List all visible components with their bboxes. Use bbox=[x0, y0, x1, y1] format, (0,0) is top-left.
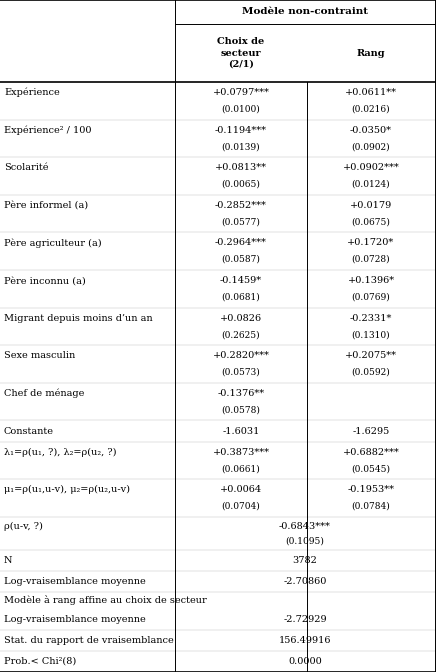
Text: Migrant depuis moins d’un an: Migrant depuis moins d’un an bbox=[4, 314, 152, 323]
Text: (0.0681): (0.0681) bbox=[222, 292, 260, 302]
Text: Père agriculteur (a): Père agriculteur (a) bbox=[4, 238, 102, 248]
Text: -0.2331*: -0.2331* bbox=[350, 314, 392, 323]
Text: (0.0675): (0.0675) bbox=[352, 218, 390, 226]
Text: (0.0139): (0.0139) bbox=[222, 142, 260, 151]
Text: (0.0769): (0.0769) bbox=[352, 292, 390, 302]
Text: (0.0902): (0.0902) bbox=[352, 142, 390, 151]
Text: Prob.< Chi²(8): Prob.< Chi²(8) bbox=[4, 657, 76, 666]
Text: +0.0826: +0.0826 bbox=[220, 314, 262, 323]
Text: Constante: Constante bbox=[4, 427, 54, 435]
Text: λ₁=ρ(u₁, ?), λ₂=ρ(u₂, ?): λ₁=ρ(u₁, ?), λ₂=ρ(u₂, ?) bbox=[4, 448, 117, 457]
Text: -1.6295: -1.6295 bbox=[353, 427, 390, 435]
Text: (0.0216): (0.0216) bbox=[352, 105, 390, 114]
Text: -2.72929: -2.72929 bbox=[283, 615, 327, 624]
Text: Modèle à rang affine au choix de secteur: Modèle à rang affine au choix de secteur bbox=[4, 595, 207, 605]
Text: Log-vraisemblance moyenne: Log-vraisemblance moyenne bbox=[4, 615, 146, 624]
Text: (0.0592): (0.0592) bbox=[352, 368, 390, 377]
Text: ρ(u-v, ?): ρ(u-v, ?) bbox=[4, 521, 43, 531]
Text: -0.1459*: -0.1459* bbox=[220, 276, 262, 285]
Text: Expérience² / 100: Expérience² / 100 bbox=[4, 126, 92, 135]
Text: Chef de ménage: Chef de ménage bbox=[4, 388, 85, 398]
Text: +0.0064: +0.0064 bbox=[220, 485, 262, 495]
Text: -0.2852***: -0.2852*** bbox=[215, 201, 267, 210]
Text: -0.1953**: -0.1953** bbox=[347, 485, 395, 495]
Text: -1.6031: -1.6031 bbox=[223, 427, 260, 435]
Text: -0.0350*: -0.0350* bbox=[350, 126, 392, 134]
Text: N: N bbox=[4, 556, 13, 565]
Text: (0.0573): (0.0573) bbox=[222, 368, 260, 377]
Text: +0.2075**: +0.2075** bbox=[345, 351, 397, 360]
Text: +0.0813**: +0.0813** bbox=[215, 163, 267, 172]
Text: 3782: 3782 bbox=[293, 556, 318, 565]
Text: -0.1194***: -0.1194*** bbox=[215, 126, 267, 134]
Text: +0.0797***: +0.0797*** bbox=[212, 88, 269, 97]
Text: +0.0902***: +0.0902*** bbox=[343, 163, 399, 172]
Text: +0.3873***: +0.3873*** bbox=[212, 448, 269, 457]
Text: +0.2820***: +0.2820*** bbox=[212, 351, 269, 360]
Text: +0.1396*: +0.1396* bbox=[347, 276, 395, 285]
Text: +0.0611**: +0.0611** bbox=[345, 88, 397, 97]
Text: +0.1720*: +0.1720* bbox=[347, 239, 395, 247]
Text: (0.0661): (0.0661) bbox=[222, 464, 260, 473]
Text: Père informel (a): Père informel (a) bbox=[4, 201, 88, 210]
Text: Expérience: Expérience bbox=[4, 88, 60, 97]
Text: μ₁=ρ(u₁,u-v), μ₂=ρ(u₂,u-v): μ₁=ρ(u₁,u-v), μ₂=ρ(u₂,u-v) bbox=[4, 485, 130, 495]
Text: Sexe masculin: Sexe masculin bbox=[4, 351, 75, 360]
Text: (0.0065): (0.0065) bbox=[222, 180, 261, 189]
Text: (0.1310): (0.1310) bbox=[352, 330, 390, 339]
Text: -0.2964***: -0.2964*** bbox=[215, 239, 267, 247]
Text: +0.0179: +0.0179 bbox=[350, 201, 392, 210]
Text: (0.0124): (0.0124) bbox=[352, 180, 390, 189]
Text: (0.0704): (0.0704) bbox=[222, 502, 260, 511]
Text: (0.1095): (0.1095) bbox=[286, 536, 325, 545]
Text: (0.0577): (0.0577) bbox=[222, 218, 261, 226]
Text: Modèle non-contraint: Modèle non-contraint bbox=[242, 7, 368, 17]
Text: -0.1376**: -0.1376** bbox=[217, 389, 265, 398]
Text: 0.0000: 0.0000 bbox=[288, 657, 322, 666]
Text: 156.49916: 156.49916 bbox=[279, 636, 331, 644]
Text: (0.0728): (0.0728) bbox=[352, 255, 390, 264]
Text: (0.0100): (0.0100) bbox=[222, 105, 260, 114]
Text: (0.2625): (0.2625) bbox=[222, 330, 260, 339]
Text: (0.0578): (0.0578) bbox=[222, 405, 261, 415]
Text: -0.6843***: -0.6843*** bbox=[279, 521, 331, 531]
Text: Scolarité: Scolarité bbox=[4, 163, 49, 172]
Text: +0.6882***: +0.6882*** bbox=[343, 448, 399, 457]
Text: (0.0545): (0.0545) bbox=[352, 464, 391, 473]
Text: Rang: Rang bbox=[357, 48, 385, 58]
Text: Choix de
secteur
(2/1): Choix de secteur (2/1) bbox=[217, 38, 265, 69]
Text: (0.0784): (0.0784) bbox=[352, 502, 390, 511]
Text: -2.70860: -2.70860 bbox=[283, 577, 327, 586]
Text: (0.0587): (0.0587) bbox=[222, 255, 261, 264]
Text: Stat. du rapport de vraisemblance: Stat. du rapport de vraisemblance bbox=[4, 636, 174, 644]
Text: Log-vraisemblance moyenne: Log-vraisemblance moyenne bbox=[4, 577, 146, 586]
Text: Père inconnu (a): Père inconnu (a) bbox=[4, 276, 86, 285]
